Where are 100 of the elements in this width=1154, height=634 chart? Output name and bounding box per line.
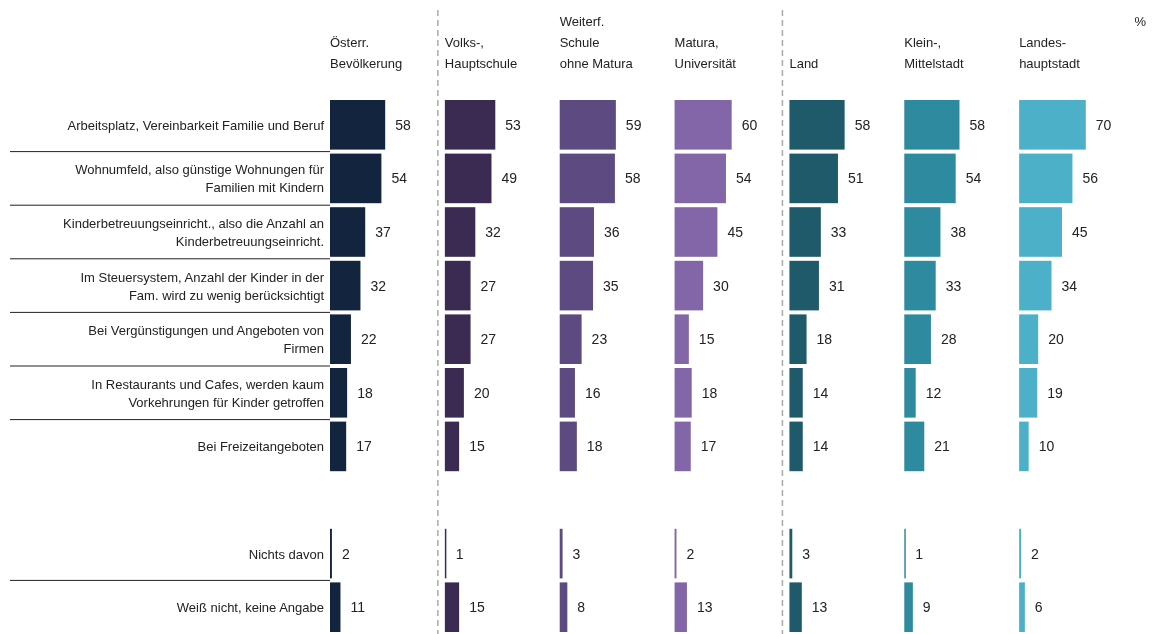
data-label: 31 (828, 277, 845, 294)
bar (559, 368, 575, 418)
bar (1019, 260, 1052, 311)
data-label: 20 (473, 384, 490, 401)
data-label: 58 (624, 170, 641, 187)
y-tick-label: Im Steuersystem, Anzahl der Kinder in der Fam. wird zu wenig berücksichtigt (80, 269, 325, 303)
chart-title: Volks-, Hauptschule (444, 35, 518, 71)
data-label: 3 (572, 545, 581, 562)
y-tick-label: Wohnumfeld, also günstige Wohnungen für Familien mit Kindern (75, 162, 325, 196)
data-label: 13 (811, 599, 828, 616)
bar (674, 582, 687, 632)
data-label: 30 (713, 277, 729, 294)
data-label: 58 (969, 116, 986, 133)
y-tick-label: In Restaurants und Cafes, werden kaum Vorkehrungen für Kinder getroffen (91, 376, 324, 410)
data-label: 54 (391, 170, 408, 187)
bar (1019, 582, 1025, 632)
data-label: 36 (603, 224, 620, 240)
y-tick-label: Kinderbetreuungseinricht., also die Anzahl an Kinderbetreuungseinricht. (63, 216, 324, 249)
data-label: 32 (485, 224, 502, 240)
data-label: 56 (1082, 170, 1099, 187)
y-tick-label: Nichts davon (248, 546, 324, 562)
bar (1019, 314, 1039, 364)
bar (330, 100, 386, 150)
bar (559, 314, 582, 364)
data-label: 19 (1047, 384, 1064, 401)
bar (674, 207, 718, 257)
data-label: 18 (816, 331, 833, 348)
chart-title: Klein-, Mittelstadt (904, 35, 964, 71)
data-label: 54 (735, 170, 752, 187)
data-label: 1 (915, 545, 924, 562)
bar (674, 100, 732, 150)
data-label: 45 (1071, 224, 1088, 240)
bar (904, 260, 936, 311)
data-label: 18 (701, 384, 718, 401)
data-label: 15 (469, 599, 485, 616)
bar (904, 314, 931, 364)
data-label: 33 (945, 277, 962, 294)
bar (330, 368, 348, 418)
bar (444, 368, 464, 418)
data-label: 27 (480, 277, 497, 294)
bar (330, 421, 347, 472)
bar (444, 100, 496, 150)
chart-title: Land (789, 56, 819, 71)
data-label: 11 (350, 599, 366, 616)
bar (559, 528, 563, 579)
bar (674, 368, 692, 418)
data-label: 15 (698, 331, 715, 348)
bar (904, 153, 956, 204)
data-label: 54 (965, 170, 982, 187)
data-label: 32 (370, 277, 387, 294)
data-label: 58 (854, 116, 871, 133)
bar (444, 153, 492, 204)
bar (1019, 368, 1038, 418)
data-label: 15 (469, 438, 485, 455)
data-label: 33 (830, 224, 847, 240)
bar (330, 582, 341, 632)
bar (559, 260, 594, 311)
bar (1019, 153, 1073, 204)
bar (444, 421, 460, 472)
bar (444, 207, 476, 257)
data-label: 53 (505, 116, 522, 133)
chart-title: Landes- hauptstadt (1019, 35, 1081, 71)
bar (559, 100, 616, 150)
bar (789, 153, 838, 204)
bar (789, 207, 821, 257)
data-label: 3 (802, 545, 811, 562)
data-label: 38 (950, 224, 967, 240)
data-label: 14 (812, 384, 829, 401)
data-label: 51 (847, 170, 864, 187)
bar (789, 260, 819, 311)
bar (674, 314, 689, 364)
bar (789, 100, 845, 150)
chart-title: Österr. Bevölkerung (330, 35, 403, 71)
data-label: 17 (356, 438, 372, 455)
bar (330, 153, 382, 204)
bar (674, 153, 726, 204)
chart-title: Matura, Universität (674, 35, 737, 71)
data-label: 9 (922, 599, 931, 616)
data-label: 37 (375, 224, 391, 240)
data-label: 58 (395, 116, 411, 133)
data-label: 1 (455, 545, 464, 562)
bar (904, 100, 960, 150)
bar (789, 582, 802, 632)
y-tick-label: Bei Vergünstigungen und Angeboten von Firmen (88, 323, 324, 357)
data-label: 70 (1095, 116, 1112, 133)
bar (1019, 100, 1086, 150)
data-label: 2 (341, 545, 350, 562)
bar (444, 260, 471, 311)
bar (674, 260, 704, 311)
data-label: 16 (584, 384, 601, 401)
data-label: 60 (741, 116, 758, 133)
bar (789, 368, 803, 418)
data-label: 22 (360, 331, 377, 348)
bar (559, 207, 594, 257)
data-label: 6 (1034, 599, 1043, 616)
text: % (1134, 14, 1147, 29)
data-label: 2 (1031, 545, 1040, 562)
data-label: 49 (501, 170, 518, 187)
bar (789, 421, 803, 472)
chart-title: Weiterf. Schule ohne Matura (559, 14, 634, 71)
